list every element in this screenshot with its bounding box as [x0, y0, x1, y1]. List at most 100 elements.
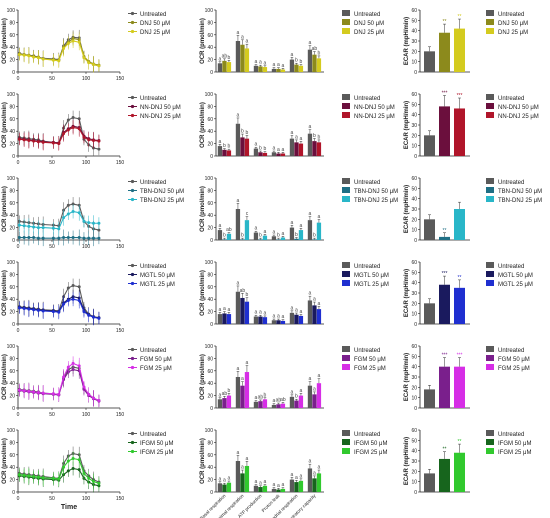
significance-letter: a — [309, 376, 312, 382]
legend-swatch-marker — [130, 281, 135, 286]
y-tick-label: 60 — [207, 369, 213, 375]
bar — [276, 489, 281, 492]
data-point — [71, 297, 75, 301]
significance-letter: ab — [226, 227, 232, 233]
x-tick-label: 100 — [82, 412, 91, 418]
bar — [289, 396, 295, 408]
y-tick-label: 80 — [9, 188, 15, 194]
legend-entry: FGM 25 μM — [498, 366, 530, 372]
legend-entry: MGTL 50 μM — [140, 273, 175, 279]
data-point — [97, 139, 101, 143]
data-point — [62, 46, 66, 50]
significance-letter: a — [291, 52, 294, 58]
y-tick-label: 40 — [9, 297, 15, 303]
significance-letter: a — [255, 59, 258, 65]
y-tick-label: 40 — [207, 213, 213, 219]
bar — [235, 41, 241, 72]
data-point — [71, 466, 75, 470]
significance-letter: a — [273, 62, 276, 68]
data-point — [66, 469, 70, 473]
y-tick-label: 20 — [207, 394, 213, 400]
bar — [244, 372, 250, 408]
legend-swatch — [486, 103, 494, 109]
significance-letter: b — [313, 133, 316, 139]
bar — [244, 301, 250, 324]
bar — [307, 468, 313, 492]
y-tick-label: 50 — [411, 438, 417, 444]
bar — [294, 142, 299, 156]
legend-swatch — [342, 94, 350, 100]
data-point — [91, 236, 95, 240]
bar — [312, 478, 317, 492]
legend-entry: NN-DNJ 50 μM — [354, 105, 395, 111]
significance-letter: a — [318, 373, 321, 379]
legend-swatch — [342, 19, 350, 25]
y-tick-label: 10 — [411, 144, 417, 150]
data-point — [97, 481, 101, 485]
significance-stars: ** — [443, 19, 447, 25]
y-tick-label: 80 — [9, 104, 15, 110]
data-point — [91, 479, 95, 483]
data-point — [87, 236, 91, 240]
data-point — [51, 226, 55, 230]
y-axis-title: OCR (pmol/min) — [200, 354, 206, 400]
legend-swatch-marker — [130, 440, 135, 445]
significance-letter: a — [259, 310, 262, 316]
y-tick-label: 60 — [9, 285, 15, 291]
data-point — [97, 316, 101, 320]
legend-entry: IFGM 25 μM — [354, 450, 387, 456]
y-tick-label: 60 — [207, 453, 213, 459]
series-line-0 — [19, 116, 100, 150]
data-point — [87, 476, 91, 480]
bar — [253, 148, 259, 156]
legend-swatch — [486, 28, 494, 34]
bar — [307, 300, 313, 324]
legend-entry: Untreated — [498, 12, 524, 18]
significance-letter: a — [273, 146, 276, 152]
significance-letter: b — [277, 233, 280, 239]
y-tick-label: 80 — [207, 440, 213, 446]
data-point — [36, 475, 40, 479]
y-tick-label: 20 — [207, 310, 213, 316]
data-point — [66, 298, 70, 302]
series-line-0 — [19, 284, 100, 319]
legend-swatch — [342, 364, 350, 370]
legend-entry: Untreated — [498, 432, 524, 438]
data-point — [66, 365, 70, 369]
legend-entry: MGTL 50 μM — [498, 273, 533, 279]
y-tick-label: 60 — [411, 260, 417, 266]
ocr-timecourse-chart-6: OCR (pmol/min) 0 20 40 60 80 100 0 50 100 150 Untre… — [2, 428, 173, 502]
bar — [280, 403, 286, 408]
legend-entry: TBN-DNJ 25 μM — [140, 198, 184, 204]
bar — [226, 62, 232, 72]
significance-letter: a — [313, 297, 316, 303]
data-point — [66, 128, 70, 132]
legend-entry: Untreated — [354, 432, 380, 438]
legend-entry: NN-DNJ 50 μM — [498, 105, 539, 111]
significance-letter: a — [295, 308, 298, 314]
bar — [276, 153, 281, 156]
bar — [271, 236, 277, 240]
x-tick-label: 0 — [17, 76, 20, 82]
significance-letter: a — [318, 301, 321, 307]
y-tick-label: 30 — [411, 207, 417, 213]
legend-entry: Untreated — [354, 96, 380, 102]
y-tick-label: 0 — [12, 490, 15, 496]
significance-letter: a — [259, 60, 262, 66]
y-tick-label: 80 — [207, 20, 213, 26]
x-tick-label: 100 — [82, 76, 91, 82]
legend-entry: NN-DNJ 25 μM — [140, 114, 181, 120]
legend-swatch — [486, 94, 494, 100]
y-tick-label: 0 — [414, 406, 417, 412]
legend-swatch-marker — [130, 113, 135, 118]
data-point — [66, 459, 70, 463]
significance-letter: a — [264, 479, 267, 485]
data-point — [71, 202, 75, 206]
bar — [276, 68, 281, 72]
significance-letter: a — [237, 280, 240, 286]
legend-swatch-marker — [130, 431, 135, 436]
data-point — [22, 224, 26, 228]
bar — [294, 482, 299, 492]
y-tick-label: 100 — [7, 8, 16, 14]
bar — [217, 483, 223, 492]
